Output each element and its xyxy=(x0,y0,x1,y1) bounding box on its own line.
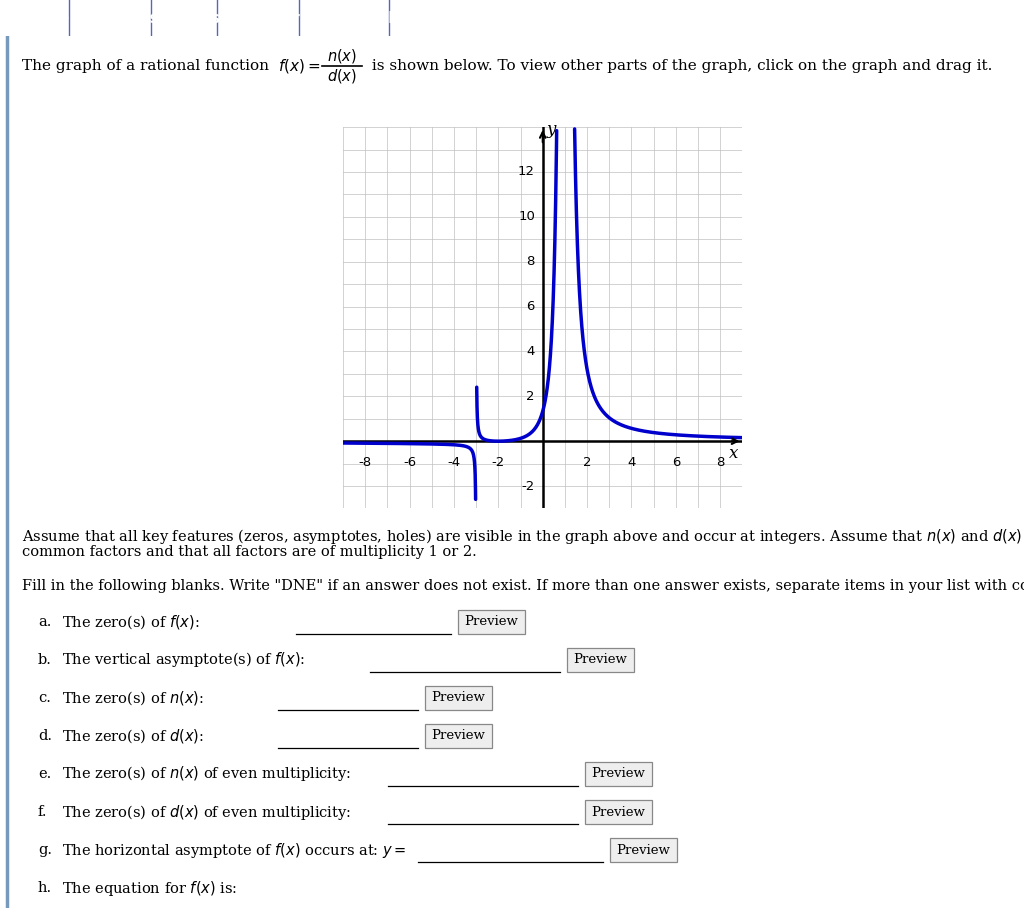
Text: a.: a. xyxy=(38,615,51,628)
Text: x: x xyxy=(729,445,738,462)
Text: Forums: Forums xyxy=(160,11,221,25)
Text: b.: b. xyxy=(38,653,52,666)
FancyBboxPatch shape xyxy=(425,724,492,748)
Text: The zero(s) of $f(x)$:: The zero(s) of $f(x)$: xyxy=(62,613,200,631)
Text: Messages: Messages xyxy=(78,11,160,25)
Text: -2: -2 xyxy=(521,479,535,492)
Text: $f(x) = $: $f(x) = $ xyxy=(278,57,321,75)
Text: 10: 10 xyxy=(518,211,535,223)
Text: The vertical asymptote(s) of $f(x)$:: The vertical asymptote(s) of $f(x)$: xyxy=(62,650,305,669)
Text: Log Out: Log Out xyxy=(398,11,463,25)
Text: 2: 2 xyxy=(583,456,591,469)
Text: y: y xyxy=(547,121,556,138)
FancyBboxPatch shape xyxy=(425,686,492,710)
Text: Preview: Preview xyxy=(573,653,628,666)
Text: 12: 12 xyxy=(518,165,535,179)
Text: Preview: Preview xyxy=(465,616,518,628)
Text: 8: 8 xyxy=(526,255,535,268)
Text: The graph of a rational function: The graph of a rational function xyxy=(22,59,273,74)
Text: Course: Course xyxy=(12,11,70,25)
Text: d.: d. xyxy=(38,729,52,743)
FancyBboxPatch shape xyxy=(610,838,677,863)
Text: $n(x)$: $n(x)$ xyxy=(327,47,357,65)
Text: Preview: Preview xyxy=(616,844,671,856)
Text: The horizontal asymptote of $f(x)$ occurs at: $y =$: The horizontal asymptote of $f(x)$ occur… xyxy=(62,841,407,860)
Text: 8: 8 xyxy=(716,456,724,469)
Text: 4: 4 xyxy=(526,345,535,358)
Text: Preview: Preview xyxy=(592,767,645,781)
Text: is shown below. To view other parts of the graph, click on the graph and drag it: is shown below. To view other parts of t… xyxy=(367,59,992,74)
Text: Preview: Preview xyxy=(431,729,485,743)
Text: h.: h. xyxy=(38,881,52,895)
Text: c.: c. xyxy=(38,691,51,705)
Text: $d(x)$: $d(x)$ xyxy=(327,67,357,85)
Text: -8: -8 xyxy=(358,456,372,469)
FancyBboxPatch shape xyxy=(585,762,652,786)
Text: The zero(s) of $n(x)$ of even multiplicity:: The zero(s) of $n(x)$ of even multiplici… xyxy=(62,765,351,784)
Text: common factors and that all factors are of multiplicity 1 or 2.: common factors and that all factors are … xyxy=(22,545,477,558)
Text: Preview: Preview xyxy=(431,691,485,705)
Text: Assume that all key features (zeros, asymptotes, holes) are visible in the graph: Assume that all key features (zeros, asy… xyxy=(22,527,1024,546)
FancyBboxPatch shape xyxy=(458,609,525,634)
Text: 6: 6 xyxy=(672,456,680,469)
Text: 6: 6 xyxy=(526,300,535,313)
Text: 2: 2 xyxy=(526,390,535,403)
Text: Calendar: Calendar xyxy=(226,11,300,25)
FancyBboxPatch shape xyxy=(567,647,634,672)
Text: -2: -2 xyxy=(492,456,505,469)
Text: Fill in the following blanks. Write "DNE" if an answer does not exist. If more t: Fill in the following blanks. Write "DNE… xyxy=(22,578,1024,593)
Text: -4: -4 xyxy=(447,456,461,469)
Text: e.: e. xyxy=(38,767,51,781)
Text: The zero(s) of $n(x)$:: The zero(s) of $n(x)$: xyxy=(62,689,204,706)
Text: -6: -6 xyxy=(403,456,416,469)
Text: 4: 4 xyxy=(628,456,636,469)
Text: Preview: Preview xyxy=(592,805,645,819)
Text: Gradebook: Gradebook xyxy=(308,11,398,25)
Text: The zero(s) of $d(x)$ of even multiplicity:: The zero(s) of $d(x)$ of even multiplici… xyxy=(62,803,351,822)
Text: The zero(s) of $d(x)$:: The zero(s) of $d(x)$: xyxy=(62,727,204,745)
Text: The equation for $f(x)$ is:: The equation for $f(x)$ is: xyxy=(62,879,238,898)
Text: g.: g. xyxy=(38,844,52,857)
Text: f.: f. xyxy=(38,805,47,819)
FancyBboxPatch shape xyxy=(585,800,652,824)
